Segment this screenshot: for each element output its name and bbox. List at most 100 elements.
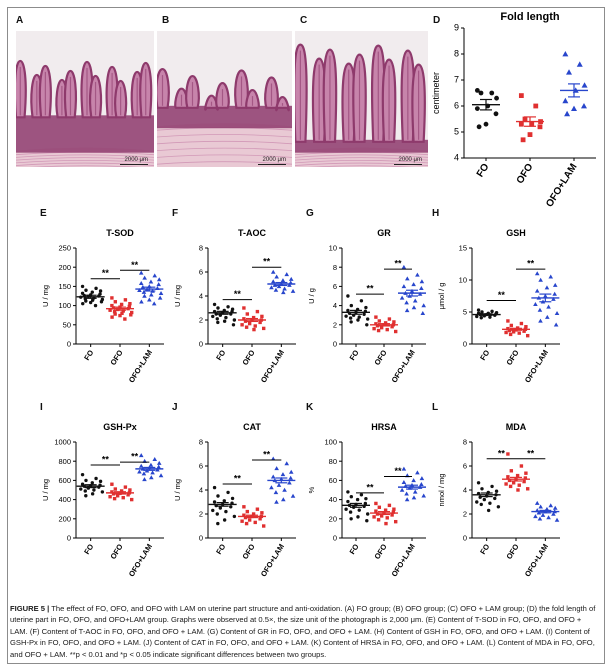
data-point — [121, 495, 125, 500]
y-tick-label: 6 — [199, 268, 203, 277]
data-point — [290, 493, 296, 498]
chart-title: CAT — [243, 422, 261, 432]
y-tick-label: 2 — [199, 510, 203, 519]
data-point — [110, 482, 114, 486]
data-point — [270, 474, 276, 479]
data-point — [121, 309, 125, 313]
data-point — [419, 476, 425, 481]
data-point — [137, 287, 142, 292]
data-point — [545, 314, 550, 319]
panel-label-i: I — [40, 402, 43, 413]
y-tick-label: 5 — [454, 127, 459, 137]
tissue-image-fo — [16, 31, 154, 167]
x-tick-label: OFO+LAM — [259, 348, 286, 384]
data-point — [84, 478, 88, 483]
x-tick-label: FO — [475, 162, 492, 180]
data-point — [365, 519, 369, 523]
panel-label-l: L — [432, 402, 439, 413]
x-tick-label: OFO — [108, 542, 124, 561]
data-point — [411, 282, 416, 287]
y-tick-label: 4 — [454, 153, 459, 163]
data-point — [280, 472, 286, 477]
data-point — [83, 489, 87, 493]
data-point — [270, 269, 276, 274]
y-tick-label: 2 — [199, 316, 203, 325]
data-point — [379, 325, 384, 330]
data-point — [287, 480, 292, 485]
data-point — [100, 490, 105, 494]
panel-label-h: H — [432, 208, 440, 219]
data-point — [401, 264, 407, 269]
data-point — [507, 478, 512, 483]
series-ofo — [240, 306, 266, 332]
data-point — [212, 500, 217, 504]
y-tick-label: 2 — [333, 320, 337, 329]
data-point — [269, 285, 274, 290]
data-point — [548, 503, 554, 508]
scale-bar-label: 2000 μm — [262, 157, 286, 163]
y-axis-label: nmol / mg — [437, 474, 446, 507]
data-point — [80, 284, 85, 289]
histology-photo-fo: 2000 μm — [16, 31, 154, 167]
data-point — [519, 464, 524, 468]
panel-label-j: J — [172, 402, 178, 413]
data-point — [130, 310, 134, 315]
data-point — [141, 289, 147, 294]
panel-label-d: D — [433, 15, 441, 26]
x-tick-label: FO — [348, 542, 361, 556]
tissue-image-ofo-lam — [295, 31, 428, 167]
significance-label: ** — [102, 455, 110, 465]
data-point — [522, 329, 526, 333]
data-point — [224, 509, 228, 514]
data-point — [92, 488, 96, 492]
chart-t-sod: T-SOD U / mg 0 50 100 150 200 250 FO OFO OFO+LAM **… — [40, 222, 170, 402]
data-point — [359, 299, 364, 303]
data-point — [566, 69, 573, 75]
data-point — [399, 295, 405, 300]
x-tick-label: FO — [214, 348, 227, 362]
x-tick-label: FO — [214, 542, 227, 556]
data-point — [115, 494, 120, 498]
x-tick-label: OFO+LAM — [127, 542, 154, 578]
y-tick-label: 6 — [333, 282, 337, 291]
data-point — [562, 51, 569, 57]
data-point — [215, 512, 219, 516]
data-point — [552, 505, 558, 510]
data-point — [374, 315, 378, 319]
data-point — [93, 303, 98, 308]
data-point — [519, 321, 524, 326]
significance-label: ** — [263, 257, 271, 267]
data-point — [276, 482, 282, 487]
data-point — [348, 510, 353, 514]
data-point — [478, 90, 484, 96]
data-point — [130, 497, 134, 502]
series-ofo-lam — [269, 269, 296, 295]
data-point — [404, 491, 409, 496]
panel-label-g: G — [306, 208, 314, 219]
series-ofo-lam — [137, 453, 164, 482]
chart-title: T-AOC — [238, 228, 266, 238]
data-point — [355, 497, 360, 502]
y-tick-label: 100 — [324, 438, 337, 447]
data-point — [537, 307, 543, 312]
data-point — [383, 508, 388, 512]
data-point — [509, 469, 514, 473]
y-tick-label: 4 — [463, 486, 467, 495]
data-point — [349, 517, 353, 521]
x-tick-label: FO — [478, 542, 491, 556]
significance-label: ** — [263, 450, 271, 460]
y-tick-label: 8 — [333, 263, 337, 272]
panel-label-f: F — [172, 208, 179, 219]
y-tick-label: 0 — [333, 534, 337, 543]
data-point — [534, 271, 540, 276]
scale-bar — [120, 164, 148, 165]
data-point — [527, 132, 533, 137]
data-point — [483, 121, 489, 127]
data-point — [401, 284, 407, 289]
data-point — [482, 497, 487, 502]
data-point — [242, 505, 246, 509]
scale-bar-label: 2000 μm — [398, 157, 422, 163]
data-point — [119, 489, 124, 493]
data-point — [415, 272, 420, 277]
data-point — [251, 315, 256, 320]
